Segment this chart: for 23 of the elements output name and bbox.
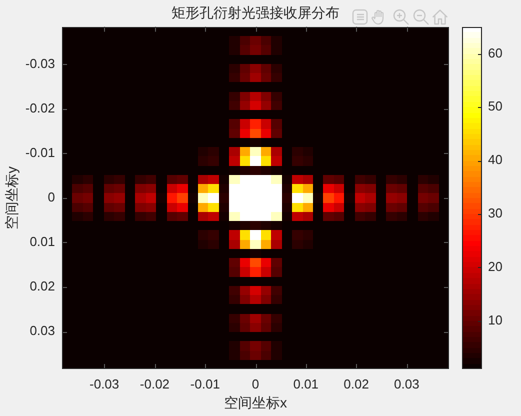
y-tick-label: -0.02	[25, 100, 55, 116]
y-tick-label: -0.01	[25, 144, 55, 160]
y-axis-title: 空间坐标y	[3, 166, 20, 230]
x-tick-label: -0.03	[90, 376, 120, 392]
x-tick-label: -0.02	[140, 376, 170, 392]
chart-title: 矩形孔衍射光强接收屏分布	[172, 4, 340, 20]
color-bar-label: 40	[488, 152, 502, 168]
y-tick-label: 0.02	[30, 278, 55, 294]
color-bar-label: 60	[488, 45, 502, 60]
x-tick-label: -0.01	[190, 376, 220, 392]
y-tick-label: -0.03	[25, 56, 55, 71]
x-tick-label: 0.02	[344, 376, 369, 392]
x-tick-label: 0.03	[394, 376, 420, 392]
color-bar-label: 20	[488, 259, 502, 274]
color-bar-label: 50	[488, 98, 502, 114]
y-tick-label: 0	[48, 189, 55, 204]
color-bar-label: 10	[488, 312, 502, 328]
x-axis-title: 空间坐标x	[224, 394, 287, 410]
x-tick-label: 0	[252, 376, 260, 392]
y-tick-label: 0.01	[30, 234, 55, 250]
y-tick-label: 0.03	[30, 323, 55, 338]
x-tick-label: 0.01	[293, 376, 319, 392]
color-bar-label: 30	[488, 206, 502, 221]
